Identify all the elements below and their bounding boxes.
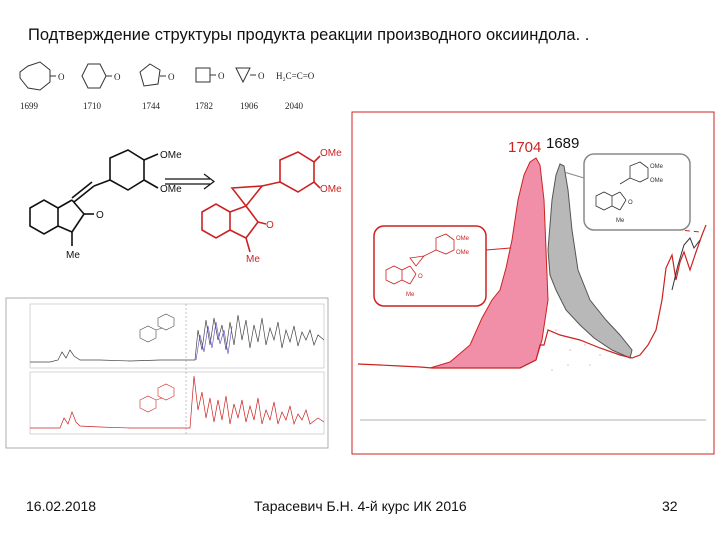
carbonyl-o-label: O <box>628 200 633 206</box>
band-gray-fill <box>547 163 633 359</box>
carbonyl-o-label: O <box>418 274 423 280</box>
comparison-spectra-panel <box>5 297 329 449</box>
spectrum-trace-red-main <box>357 224 707 369</box>
footer-page-number: 32 <box>662 498 678 514</box>
n-methyl-label: Me <box>246 254 260 265</box>
band-pink-fill <box>429 157 549 369</box>
omethyl-label: OMe <box>456 236 470 242</box>
omethyl-label: OMe <box>160 184 182 195</box>
carbonyl-o-label: O <box>218 71 225 81</box>
carbonyl-o-label: O <box>266 220 274 231</box>
ketene-formula: H₂C=C=O <box>276 71 315 81</box>
product-molecule <box>201 151 321 253</box>
omethyl-label: OMe <box>650 164 664 170</box>
footer-author: Тарасевич Б.Н. 4-й курс ИК 2016 <box>254 498 467 514</box>
carbonyl-o-label: O <box>114 72 121 82</box>
carbonyl-o-label: O <box>96 210 104 221</box>
inset-box-red: OMe OMe O Me <box>373 225 511 307</box>
carbonyl-o-label: O <box>58 72 65 82</box>
small-n-methyl-label: Me <box>406 292 415 298</box>
footer-date: 16.02.2018 <box>26 498 97 514</box>
omethyl-label: OMe <box>320 148 342 159</box>
inset-box-gray: OMe OMe O Me <box>563 153 691 231</box>
reaction-arrow <box>165 173 215 190</box>
spectrum-trace-red <box>30 375 325 429</box>
peak-label-red: 1704 <box>508 139 541 156</box>
main-ir-spectrum: 1704 1689 OMe OMe O Me <box>351 111 715 455</box>
omethyl-label: OMe <box>320 184 342 195</box>
carbonyl-o-label: O <box>168 72 175 82</box>
inset-molecule-top <box>139 313 175 343</box>
spectrum-trace-purple <box>195 321 233 361</box>
omethyl-label: OMe <box>160 150 182 161</box>
carbonyl-o-label: O <box>258 71 265 81</box>
peak-label-black: 1689 <box>546 135 579 152</box>
reactant-molecule <box>29 149 159 246</box>
cyclopropanone-structure <box>235 67 256 84</box>
spectrum-trace-black <box>30 314 325 363</box>
n-methyl-label: Me <box>66 250 80 261</box>
inset-molecule-bottom <box>139 383 175 413</box>
spectrum-trace-dark <box>671 237 701 291</box>
cyclohexanone-structure <box>81 63 112 89</box>
cycloheptanone-structure <box>19 61 56 91</box>
slide-title: Подтверждение структуры продукта реакции… <box>28 26 590 44</box>
small-n-methyl-label: Me <box>616 218 625 224</box>
cyclobutanone-structure <box>195 67 216 83</box>
omethyl-label: OMe <box>650 178 664 184</box>
cyclopentanone-structure <box>139 63 166 87</box>
omethyl-label: OMe <box>456 250 470 256</box>
